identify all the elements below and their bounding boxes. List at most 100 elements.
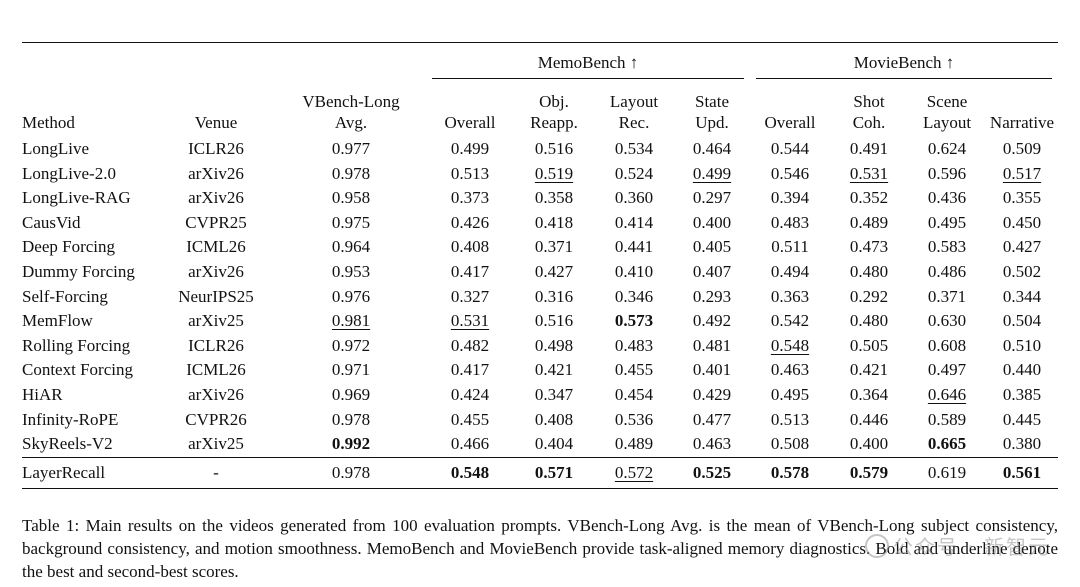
score-cell: 0.371 <box>927 286 967 306</box>
method-cell: MemFlow <box>22 311 93 331</box>
score-cell: 0.408 <box>534 409 574 429</box>
method-cell: LongLive-2.0 <box>22 163 116 183</box>
table-row: MemFlow arXiv25 0.981 0.531 0.516 0.573 … <box>22 309 1058 334</box>
method-cell: Deep Forcing <box>22 237 116 257</box>
method-cell: LayerRecall <box>22 456 156 490</box>
table-row: CausVid CVPR25 0.975 0.426 0.418 0.414 0… <box>22 211 1058 236</box>
score-cell: 0.477 <box>692 409 732 429</box>
score-cell: 0.630 <box>927 311 967 331</box>
column-header-row: Method Venue VBench-Long Avg. Overall Obj… <box>22 79 1058 133</box>
header-vbench: VBench-Long Avg. <box>302 92 400 132</box>
score-cell: 0.548 <box>750 334 830 359</box>
score-cell: 0.373 <box>450 188 490 208</box>
score-cell: 0.371 <box>534 237 574 257</box>
method-cell: LongLive-RAG <box>22 188 131 208</box>
group-header-row: MemoBench ↑ MovieBench ↑ <box>22 43 1058 79</box>
score-cell: 0.505 <box>849 335 889 355</box>
header-memo-state: State Upd. <box>695 92 729 132</box>
table-row: Rolling Forcing ICLR26 0.972 0.482 0.498… <box>22 334 1058 359</box>
score-cell: 0.583 <box>927 237 967 257</box>
score-cell: 0.417 <box>450 360 490 380</box>
score-cell: 0.463 <box>770 360 810 380</box>
score-cell: 0.486 <box>927 261 967 281</box>
score-cell: 0.534 <box>614 139 654 158</box>
score-cell: 0.542 <box>770 311 810 331</box>
score-cell: 0.513 <box>770 409 810 429</box>
score-cell: 0.427 <box>1002 237 1042 257</box>
score-cell: 0.571 <box>514 456 594 490</box>
score-cell: 0.454 <box>614 384 654 404</box>
header-memo-overall: Overall <box>444 113 496 132</box>
score-cell: 0.619 <box>908 456 987 490</box>
score-cell: 0.516 <box>534 139 574 158</box>
table-row: LongLive-2.0 arXiv26 0.978 0.513 0.519 0… <box>22 162 1058 187</box>
score-cell: 0.573 <box>594 309 674 334</box>
second-best-score: 0.572 <box>614 462 654 482</box>
score-cell: 0.445 <box>1002 409 1042 429</box>
score-cell: 0.519 <box>514 162 594 187</box>
table-row: Self-Forcing NeurIPS25 0.976 0.327 0.316… <box>22 285 1058 310</box>
score-cell: 0.646 <box>908 383 986 408</box>
score-cell: 0.421 <box>849 360 889 380</box>
score-cell: 0.499 <box>674 162 750 187</box>
score-cell: 0.483 <box>614 335 654 355</box>
score-cell: 0.665 <box>908 432 986 457</box>
score-cell: 0.536 <box>614 409 654 429</box>
venue-cell: ICLR26 <box>188 139 244 158</box>
score-cell: 0.424 <box>450 384 490 404</box>
score-cell: 0.608 <box>927 335 967 355</box>
score-cell: 0.405 <box>692 237 732 257</box>
score-cell: 0.344 <box>1002 286 1042 306</box>
results-table-container: MemoBench ↑ MovieBench ↑ Method Venue VB… <box>22 42 1059 490</box>
score-cell: 0.364 <box>849 384 889 404</box>
score-cell: 0.499 <box>450 139 490 158</box>
score-cell: 0.492 <box>692 311 732 331</box>
score-cell: 0.297 <box>692 188 732 208</box>
score-cell: 0.589 <box>927 409 967 429</box>
score-cell: 0.491 <box>849 139 889 158</box>
table-row: SkyReels-V2 arXiv25 0.992 0.466 0.404 0.… <box>22 432 1058 457</box>
best-score: 0.579 <box>849 462 889 482</box>
table-row: LongLive-RAG arXiv26 0.958 0.373 0.358 0… <box>22 186 1058 211</box>
score-cell: 0.380 <box>1002 434 1042 454</box>
score-cell: 0.417 <box>450 261 490 281</box>
method-cell: Dummy Forcing <box>22 261 135 281</box>
method-cell: Rolling Forcing <box>22 335 131 355</box>
score-cell: 0.293 <box>692 286 732 306</box>
score-cell: 0.579 <box>830 456 909 490</box>
header-memo-layout: Layout Rec. <box>609 92 659 132</box>
header-movie-shot: Shot Coh. <box>852 92 886 132</box>
score-cell: 0.455 <box>614 360 654 380</box>
best-score: 0.548 <box>450 462 490 482</box>
score-cell: 0.410 <box>614 261 654 281</box>
score-cell: 0.327 <box>450 286 490 306</box>
score-cell: 0.464 <box>692 139 732 158</box>
venue-cell: arXiv26 <box>188 384 244 404</box>
score-cell: 0.561 <box>986 456 1059 490</box>
score-cell: 0.978 <box>331 409 371 429</box>
score-cell: 0.969 <box>331 384 371 404</box>
score-cell: 0.480 <box>849 311 889 331</box>
score-cell: 0.992 <box>276 432 426 457</box>
table-caption: Table 1: Main results on the videos gene… <box>22 516 1058 581</box>
score-cell: 0.360 <box>614 188 654 208</box>
score-cell: 0.446 <box>849 409 889 429</box>
venue-cell: arXiv25 <box>188 311 244 331</box>
score-cell: 0.394 <box>770 188 810 208</box>
score-cell: 0.404 <box>534 434 574 454</box>
score-cell: 0.466 <box>450 434 490 454</box>
score-cell: 0.495 <box>927 212 967 232</box>
second-best-score: 0.519 <box>534 163 574 183</box>
header-venue: Venue <box>194 113 238 132</box>
score-cell: 0.316 <box>534 286 574 306</box>
score-cell: 0.978 <box>276 456 426 490</box>
score-cell: 0.510 <box>1002 335 1042 355</box>
venue-cell: ICLR26 <box>188 335 244 355</box>
best-score: 0.561 <box>1002 462 1042 482</box>
header-memo-obj: Obj. Reapp. <box>530 92 578 132</box>
method-cell: CausVid <box>22 212 81 232</box>
second-best-score: 0.517 <box>1002 163 1042 183</box>
score-cell: 0.981 <box>276 309 426 334</box>
best-score: 0.571 <box>534 462 574 482</box>
score-cell: 0.427 <box>534 261 574 281</box>
